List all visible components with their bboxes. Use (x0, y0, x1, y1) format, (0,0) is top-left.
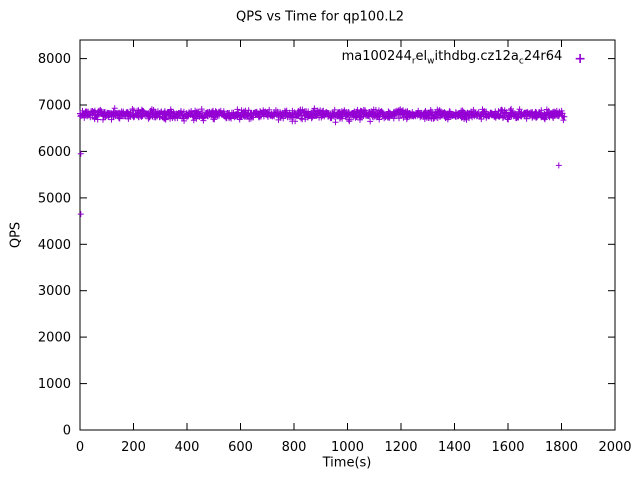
x-tick-label: 2000 (598, 440, 631, 455)
x-tick-label: 400 (175, 440, 200, 455)
legend-label-part: ma100244 (341, 49, 412, 64)
x-tick-label: 0 (76, 440, 84, 455)
x-tick-label: 800 (282, 440, 307, 455)
y-tick-label: 8000 (38, 52, 71, 67)
legend-label-subscript: w (427, 56, 435, 67)
y-tick-label: 3000 (38, 284, 71, 299)
legend-marker-icon: + (574, 51, 586, 68)
legend-label-part: 24r64 (523, 49, 563, 64)
legend-label-part: el (415, 49, 428, 64)
legend-label-subscript: c (518, 56, 524, 67)
x-tick-label: 1200 (384, 440, 417, 455)
y-tick-label: 2000 (38, 331, 71, 346)
legend-label-subscript: r (411, 56, 416, 67)
x-tick-label: 1400 (438, 440, 471, 455)
y-tick-label: 7000 (38, 99, 71, 114)
y-tick-label: 0 (63, 424, 71, 439)
legend: ma100244relwithdbg.cz12ac24r64 + (342, 49, 586, 70)
y-tick-label: 4000 (38, 238, 71, 253)
y-tick-label: 5000 (38, 191, 71, 206)
legend-label: ma100244relwithdbg.cz12ac24r64 (342, 49, 563, 70)
x-axis-label: Time(s) (322, 455, 372, 471)
x-tick-label: 1600 (491, 440, 524, 455)
x-tick-label: 1000 (331, 440, 364, 455)
y-tick-label: 6000 (38, 145, 71, 160)
y-tick-label: 1000 (38, 377, 71, 392)
chart-title: QPS vs Time for qp100.L2 (236, 9, 404, 25)
x-tick-label: 1800 (545, 440, 578, 455)
data-points (77, 105, 568, 218)
x-tick-label: 200 (121, 440, 146, 455)
x-tick-label: 600 (228, 440, 253, 455)
plot-border (79, 39, 616, 431)
legend-label-part: ithdbg.cz12a (434, 49, 519, 64)
